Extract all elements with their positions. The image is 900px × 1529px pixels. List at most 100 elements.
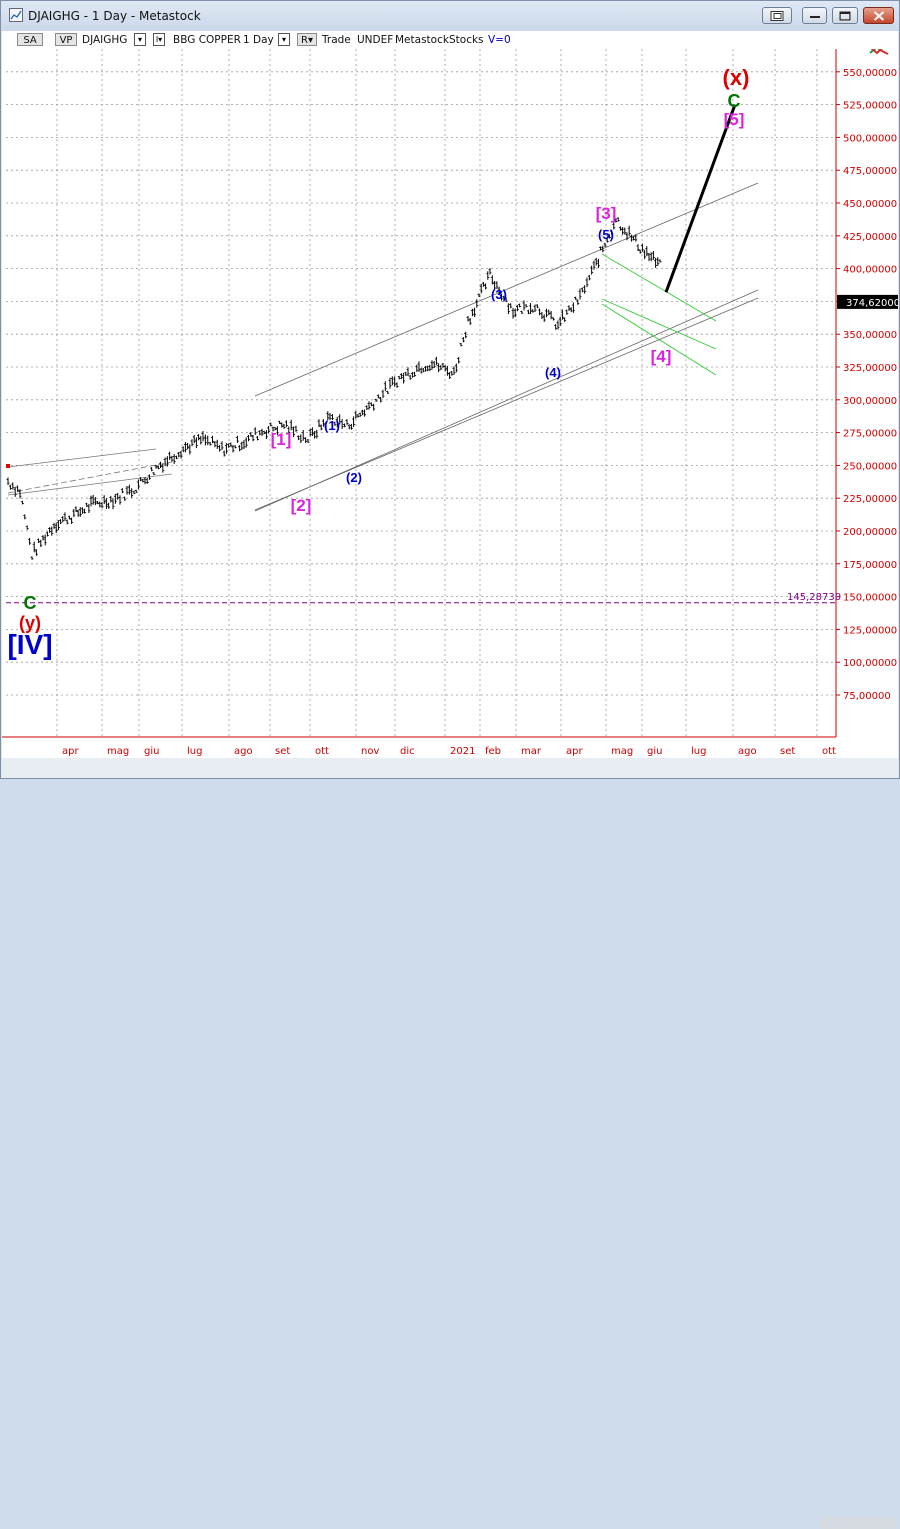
channel-lower-line bbox=[254, 297, 759, 511]
time-tick-label: dic bbox=[400, 746, 415, 757]
time-tick-label: ago bbox=[738, 746, 757, 757]
maximize-button[interactable] bbox=[832, 7, 858, 24]
price-tick-label: 500,00000 bbox=[843, 133, 897, 144]
price-tick-label: 475,00000 bbox=[843, 166, 897, 177]
price-chart-area[interactable]: C (y) [IV] [1] (1) [2] (2) (3) (4) (5) [3] [4] [5] C(… bbox=[2, 35, 900, 770]
price-tick-label: 525,00000 bbox=[843, 101, 897, 112]
price-tick-label: 200,00000 bbox=[843, 527, 897, 538]
time-tick-label: giu bbox=[647, 746, 662, 757]
minimize-button[interactable] bbox=[802, 7, 827, 24]
price-tick-label: 550,00000 bbox=[843, 68, 897, 79]
source-label: Metastock bbox=[395, 34, 449, 46]
type-label: Stocks bbox=[449, 34, 484, 46]
wave-label: [IV] bbox=[7, 629, 52, 660]
indicator-dropdown[interactable]: I▾ bbox=[153, 33, 165, 46]
wave-label: (4) bbox=[545, 365, 561, 380]
status-bar bbox=[2, 758, 898, 1529]
chart-grid bbox=[6, 38, 836, 737]
flag-upper-line bbox=[601, 253, 717, 322]
price-tick-label: 450,00000 bbox=[843, 199, 897, 210]
flag-middle-line bbox=[601, 298, 717, 350]
price-tick-label: 350,00000 bbox=[843, 330, 897, 341]
wave-label: (x) bbox=[723, 65, 750, 90]
trend-down-stroke bbox=[869, 46, 889, 55]
time-tick-label: feb bbox=[485, 746, 501, 757]
chart-app-icon bbox=[9, 8, 23, 22]
price-axis: 575,00000550,00000525,00000500,00000475,… bbox=[787, 35, 900, 737]
time-tick-label: set bbox=[780, 746, 795, 757]
price-bars bbox=[6, 217, 662, 560]
close-button[interactable] bbox=[863, 7, 894, 24]
wave-label: [3] bbox=[596, 204, 617, 223]
flag-lower-line bbox=[601, 303, 717, 376]
time-tick-label: apr bbox=[62, 746, 79, 757]
minimize-icon bbox=[809, 15, 820, 18]
time-tick-label: mar bbox=[521, 746, 542, 757]
vp-button[interactable]: VP bbox=[55, 33, 77, 46]
restore-layout-button[interactable] bbox=[762, 7, 792, 24]
r-button[interactable]: R▾ bbox=[297, 33, 317, 46]
chart-toolbar: SA VP DJAIGHG ▾ I▾ BBG COPPER 1 Day ▾ R▾… bbox=[2, 31, 898, 49]
channel-middle-line bbox=[254, 289, 759, 512]
price-tick-label: 275,00000 bbox=[843, 429, 897, 440]
wave-label: (2) bbox=[346, 470, 362, 485]
wave-label: [5] bbox=[724, 110, 745, 129]
period-dropdown[interactable]: ▾ bbox=[278, 33, 290, 46]
time-tick-label: apr bbox=[566, 746, 583, 757]
trade-label: Trade bbox=[322, 34, 351, 46]
time-tick-label: set bbox=[275, 746, 290, 757]
metastock-window: DJAIGHG - 1 Day - Metastock SA VP DJAIGH… bbox=[0, 0, 900, 779]
price-tick-label: 400,00000 bbox=[843, 265, 897, 276]
time-tick-label: lug bbox=[187, 746, 202, 757]
projection-line bbox=[664, 104, 737, 293]
trend-channels bbox=[6, 104, 759, 512]
close-icon bbox=[873, 10, 884, 21]
drawing-tools[interactable] bbox=[869, 43, 889, 55]
price-tick-label: 150,00000 bbox=[843, 593, 897, 604]
undef-label: UNDEF bbox=[357, 34, 394, 46]
window-title: DJAIGHG - 1 Day - Metastock bbox=[28, 9, 201, 23]
price-tick-label: 225,00000 bbox=[843, 494, 897, 505]
horizontal-scrollbar[interactable] bbox=[820, 1517, 896, 1529]
window-layout-icon bbox=[770, 10, 784, 21]
title-bar[interactable]: DJAIGHG - 1 Day - Metastock bbox=[1, 1, 899, 31]
price-tick-label: 325,00000 bbox=[843, 363, 897, 374]
price-tick-label: 125,00000 bbox=[843, 625, 897, 636]
time-tick-label: mag bbox=[107, 746, 129, 757]
current-price-tag bbox=[837, 294, 899, 309]
maximize-icon bbox=[839, 11, 851, 20]
time-tick-label: ott bbox=[315, 746, 329, 757]
time-tick-label: 2021 bbox=[450, 746, 475, 757]
time-axis: apr mag giu lug ago set ott nov dic 2021 feb mar apr… bbox=[2, 736, 836, 757]
time-tick-label: ago bbox=[234, 746, 253, 757]
period-label[interactable]: 1 Day bbox=[243, 34, 274, 46]
price-tick-label: 100,00000 bbox=[843, 658, 897, 669]
trend-tool-icon[interactable] bbox=[869, 43, 889, 55]
wave-label: [4] bbox=[651, 347, 672, 366]
instrument-name: BBG COPPER bbox=[173, 34, 241, 46]
symbol-label[interactable]: DJAIGHG bbox=[82, 34, 128, 46]
old-channel-middle bbox=[7, 461, 173, 494]
time-tick-label: mag bbox=[611, 746, 633, 757]
price-tick-label: 75,00000 bbox=[843, 691, 891, 702]
wave-label: (1) bbox=[324, 418, 340, 433]
price-chart[interactable]: C(y)[IV][1](1)[2](2)(3)(4)(5)[3][4][5]C(… bbox=[2, 35, 900, 770]
wave-label: C bbox=[728, 91, 741, 111]
wave-label: (5) bbox=[598, 227, 614, 242]
wave-label: (3) bbox=[491, 287, 507, 302]
price-tick-label: 175,00000 bbox=[843, 560, 897, 571]
channel-upper-line bbox=[254, 182, 759, 397]
sa-button[interactable]: SA bbox=[17, 33, 43, 46]
r-button-label: R bbox=[301, 35, 308, 46]
wave-label: (y) bbox=[19, 613, 41, 633]
wave-label: C bbox=[24, 593, 37, 613]
time-tick-label: giu bbox=[144, 746, 159, 757]
wave-label: [2] bbox=[291, 496, 312, 515]
channel-anchor-point bbox=[6, 464, 10, 468]
time-tick-label: nov bbox=[361, 746, 379, 757]
price-tick-label: 250,00000 bbox=[843, 461, 897, 472]
wave-label: [1] bbox=[271, 430, 292, 449]
support-level-label: 145,28730 bbox=[787, 592, 841, 603]
symbol-dropdown[interactable]: ▾ bbox=[134, 33, 146, 46]
volume-label: V=0 bbox=[488, 34, 511, 46]
